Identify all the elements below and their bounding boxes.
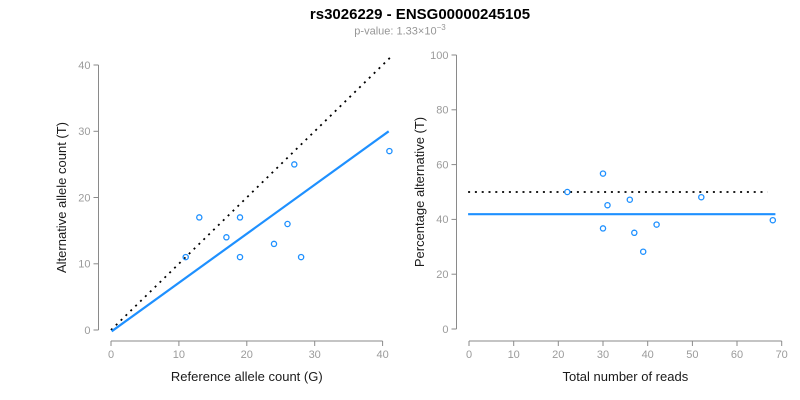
data-point (386, 147, 393, 155)
y-tick-label: 10 (78, 259, 90, 271)
fit-line (111, 130, 390, 333)
x-tick-label: 40 (376, 349, 388, 361)
x-axis-title: Total number of reads (562, 369, 688, 384)
data-point (182, 253, 189, 261)
data-point (297, 253, 305, 261)
data-point (564, 188, 571, 196)
y-tick-label: 60 (436, 159, 448, 171)
data-point (291, 161, 298, 168)
percentage-plot: 0 20 40 60 80 100 0 10 20 30 40 50 60 70 Total number … (412, 50, 788, 384)
data-point (599, 225, 607, 232)
y-tick-label: 0 (84, 325, 90, 337)
data-point (196, 214, 203, 221)
x-tick-label: 20 (552, 349, 564, 361)
data-point (223, 234, 230, 241)
y-tick-label: 40 (436, 214, 448, 226)
data-point (604, 201, 611, 209)
x-tick-label: 30 (309, 349, 321, 361)
y-tick-label: 0 (442, 324, 448, 336)
x-tick-label: 10 (173, 349, 185, 361)
x-tick-label: 0 (108, 349, 114, 361)
data-point (270, 240, 278, 248)
data-point (599, 170, 607, 177)
p-value-text: p-value: 1.33×10 (354, 25, 437, 38)
x-tick-label: 50 (686, 349, 698, 361)
data-point (284, 220, 291, 228)
y-tick-label: 30 (78, 126, 90, 138)
data-point (236, 214, 244, 221)
x-tick-label: 40 (642, 349, 654, 361)
y-axis-title: Percentage alternative (T) (412, 117, 427, 267)
x-tick-label: 70 (776, 349, 788, 361)
y-tick-label: 20 (436, 269, 448, 281)
y-tick-label: 80 (436, 105, 448, 117)
figure-title: rs3026229 - ENSG00000245105 (309, 6, 531, 23)
x-axis-title: Reference allele count (G) (171, 369, 323, 384)
data-point (769, 216, 777, 224)
y-tick-label: 100 (430, 50, 448, 62)
data-point (236, 253, 244, 261)
identity-line (110, 55, 393, 331)
x-tick-label: 60 (731, 349, 743, 361)
p-value-exponent: −3 (436, 23, 446, 32)
data-point (631, 229, 638, 237)
x-tick-label: 10 (508, 349, 520, 361)
x-tick-label: 20 (241, 349, 253, 361)
allele-count-plot: 0 10 20 30 40 0 10 20 30 40 Reference allele count… (54, 55, 393, 384)
data-point (653, 221, 660, 228)
data-point (639, 248, 647, 255)
data-point (698, 193, 705, 201)
x-tick-label: 0 (466, 349, 472, 361)
x-tick-label: 30 (597, 349, 609, 361)
p-value-subtitle: p-value: 1.33×10−3 (354, 23, 445, 38)
y-axis-title: Alternative allele count (T) (54, 122, 69, 273)
data-point (626, 196, 634, 203)
y-tick-label: 20 (78, 192, 90, 204)
y-tick-label: 40 (78, 60, 90, 72)
